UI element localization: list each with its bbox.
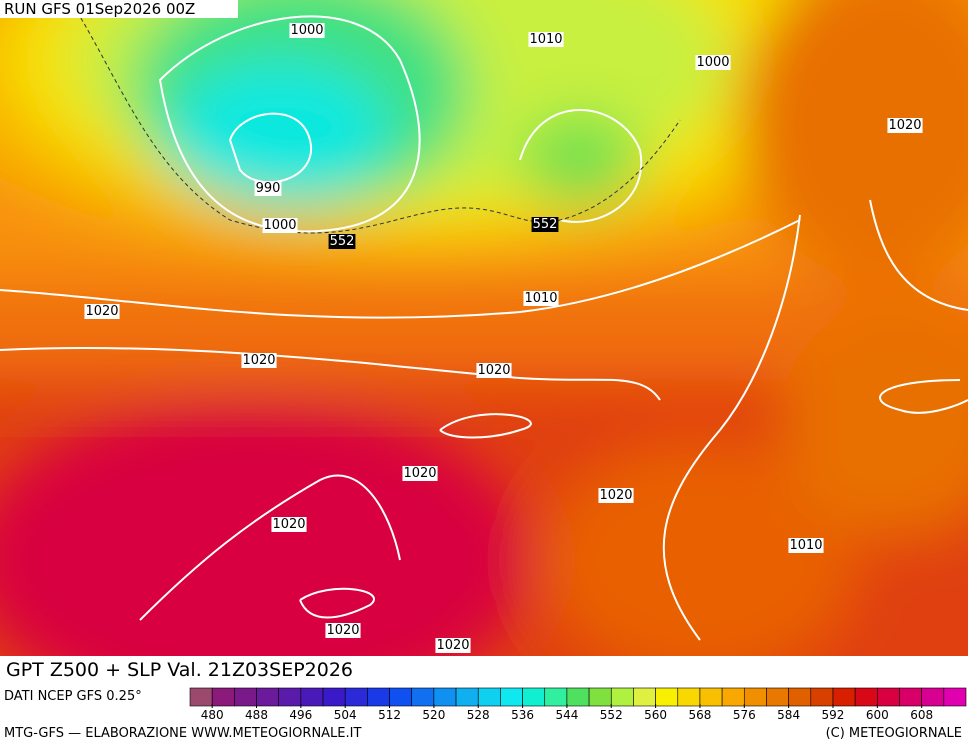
colorbar-swatch <box>921 687 945 707</box>
isobar-label-bg <box>435 638 471 653</box>
colorbar-tick-label: 552 <box>600 708 623 722</box>
isobar-label: 1020 <box>436 638 469 653</box>
colorbar-tick-label: 544 <box>555 708 578 722</box>
isobar-label: 552 <box>533 217 558 232</box>
isobar-label-bg <box>476 363 512 378</box>
isobar-label-bg <box>328 234 356 249</box>
colorbar-swatch <box>389 687 413 707</box>
colorbar-swatch <box>633 687 656 707</box>
isobar-label-bg <box>271 517 307 532</box>
isobar-label: 1010 <box>529 32 562 47</box>
colorbar-tick-label: 520 <box>422 708 445 722</box>
isobar-label-bg <box>262 218 298 233</box>
colorbar-swatch <box>211 687 235 707</box>
colorbar-swatch <box>367 687 390 707</box>
isobar-label: 1000 <box>263 218 296 233</box>
data-source: DATI NCEP GFS 0.25° <box>4 689 142 704</box>
colorbar-swatch <box>522 687 546 707</box>
colorbar-swatch <box>588 687 612 707</box>
colorbar-tick-label: 560 <box>644 708 667 722</box>
colorbar-tick-label: 512 <box>378 708 401 722</box>
map-field <box>0 0 968 656</box>
colorbar-tick-label: 536 <box>511 708 534 722</box>
isobar-label-bg <box>695 55 731 70</box>
isobar-label-bg <box>325 623 361 638</box>
isobars <box>0 15 968 641</box>
isobar-label: 1020 <box>85 304 118 319</box>
credit-right: (C) METEOGIORNALE <box>826 726 962 741</box>
colorbar-tick-label: 576 <box>733 708 756 722</box>
colorbar-swatch <box>500 687 523 707</box>
isobar-label: 1020 <box>477 363 510 378</box>
colorbar-swatch <box>699 687 723 707</box>
colorbar-swatch <box>256 687 279 707</box>
colorbar-tick-label: 600 <box>866 708 889 722</box>
colorbar-tick-label: 592 <box>822 708 845 722</box>
credit-left: MTG-GFS — ELABORAZIONE WWW.METEOGIORNALE… <box>4 726 361 741</box>
colorbar-tick-label: 608 <box>910 708 933 722</box>
isobar-label: 1020 <box>888 118 921 133</box>
isobar-label: 1000 <box>696 55 729 70</box>
colorbar-swatch <box>322 687 346 707</box>
colorbar-swatch <box>943 687 967 707</box>
colorbar-tick-label: 488 <box>245 708 268 722</box>
isobar-label-bg <box>84 304 120 319</box>
isobar-label: 1020 <box>403 466 436 481</box>
run-label: RUN GFS 01Sep2026 00Z <box>4 0 195 18</box>
isobar-label: 1010 <box>524 291 557 306</box>
colorbar-swatch <box>810 687 834 707</box>
isobar-label: 1010 <box>789 538 822 553</box>
isobar-label: 1020 <box>599 488 632 503</box>
colorbar-tick-label: 584 <box>777 708 800 722</box>
colorbar-tick-label: 496 <box>289 708 312 722</box>
colorbar-swatch <box>278 687 302 707</box>
isobar-label: 1000 <box>290 23 323 38</box>
colorbar-swatch <box>433 687 457 707</box>
isobar-label-bg <box>241 353 277 368</box>
colorbar-swatch <box>854 687 878 707</box>
colorbar-swatch <box>610 687 634 707</box>
colorbar-swatch <box>677 687 701 707</box>
isobar-label-bg <box>523 291 559 306</box>
colorbar-swatch <box>655 687 679 707</box>
isobar-label-bg <box>289 23 325 38</box>
colorbar-swatch <box>721 687 745 707</box>
map-title: GPT Z500 + SLP Val. 21Z03SEP2026 <box>6 659 353 681</box>
colorbar-swatch <box>411 687 435 707</box>
colorbar-swatch <box>899 687 922 707</box>
colorbar-swatch <box>544 687 568 707</box>
colorbar-swatch <box>788 687 812 707</box>
isobar-label-bg <box>528 32 564 47</box>
colorbar-swatch <box>189 687 213 707</box>
colorbar-swatch <box>766 687 789 707</box>
isobar-label: 1020 <box>242 353 275 368</box>
colorbar-swatch <box>877 687 900 707</box>
colorbar-swatch <box>344 687 368 707</box>
colorbar-tick-label: 480 <box>201 708 224 722</box>
colorbar-swatch <box>234 687 257 707</box>
colorbar-swatch <box>300 687 324 707</box>
isobar-label: 552 <box>330 234 355 249</box>
colorbar-swatch <box>455 687 479 707</box>
colorbar-swatch <box>566 687 590 707</box>
isobar-label: 1020 <box>326 623 359 638</box>
colorbar-tick-label: 504 <box>334 708 357 722</box>
isobar-label: 990 <box>256 181 281 196</box>
isobar-label-bg <box>402 466 438 481</box>
colorbar-tick-label: 528 <box>467 708 490 722</box>
isobar-label-bg <box>531 217 559 232</box>
isobar-label-bg <box>788 538 824 553</box>
isobar-label-bg <box>598 488 634 503</box>
isobar-label-bg <box>254 181 282 196</box>
isobar-label-bg <box>887 118 923 133</box>
isobar-label: 1020 <box>272 517 305 532</box>
colorbar-swatch <box>743 687 767 707</box>
colorbar-swatch <box>477 687 501 707</box>
colorbar-tick-label: 568 <box>688 708 711 722</box>
colorbar-swatch <box>832 687 856 707</box>
